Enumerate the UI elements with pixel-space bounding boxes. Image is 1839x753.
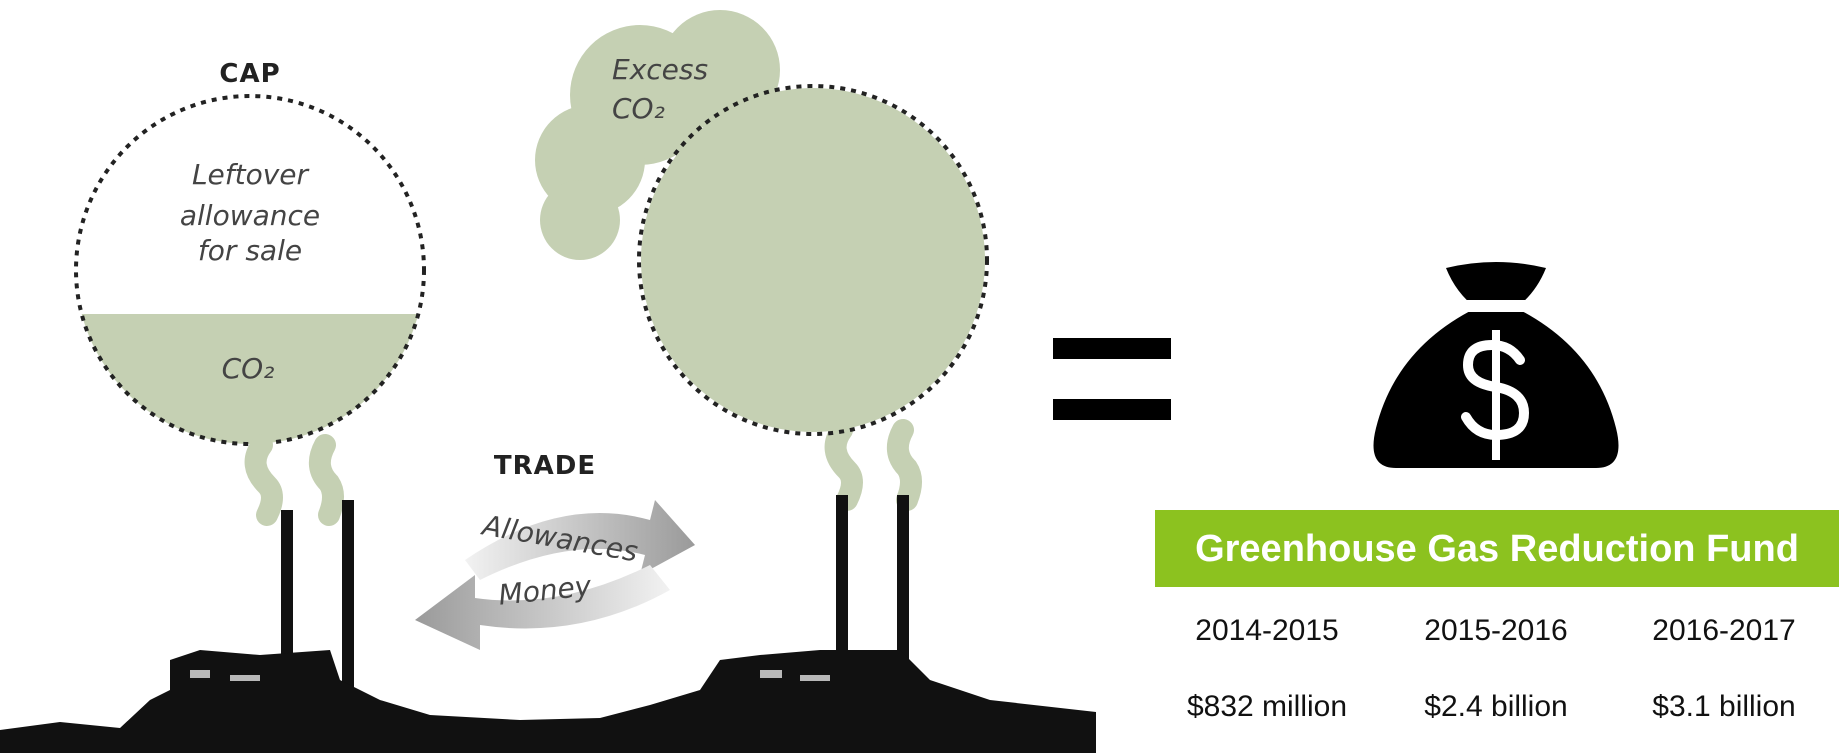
equals-sign [1053,338,1171,420]
page: CAP Leftover allowance for sale CO₂ Exce… [0,0,1839,753]
fund-table: 2014-2015 2015-2016 2016-2017 $832 milli… [1187,614,1796,723]
co2-label: CO₂ [222,352,275,385]
amount-cell: $2.4 billion [1424,690,1567,723]
circle-text: allowance [180,199,320,232]
smoke [256,445,333,515]
excess-label: Excess [612,53,708,86]
trade-label: TRADE [494,451,596,481]
year-header: 2014-2015 [1195,614,1338,647]
amount-cell: $3.1 billion [1652,690,1795,723]
money-bag-icon [1374,262,1619,468]
circle-text: Leftover [192,158,310,191]
year-header: 2015-2016 [1424,614,1567,647]
year-header: 2016-2017 [1652,614,1795,647]
excess-label: CO₂ [612,92,665,125]
right-cloud [535,10,987,500]
infographic: CAP Leftover allowance for sale CO₂ Exce… [0,0,1839,753]
cap-label: CAP [219,59,280,89]
factories [0,650,1096,753]
amount-cell: $832 million [1187,690,1347,723]
circle-text: for sale [198,234,302,267]
fund-title: Greenhouse Gas Reduction Fund [1195,528,1799,570]
